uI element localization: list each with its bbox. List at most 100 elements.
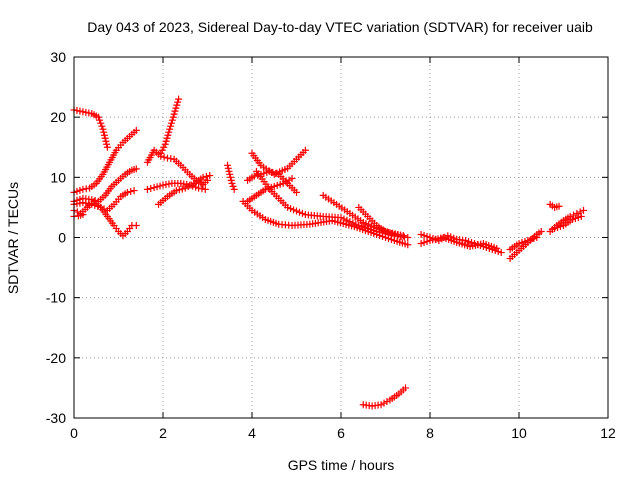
data-point	[537, 227, 545, 235]
data-point	[404, 234, 412, 241]
data-point	[103, 143, 111, 151]
data-point	[343, 216, 351, 224]
data-point	[224, 161, 232, 169]
data-point	[202, 172, 210, 180]
data-point	[163, 154, 171, 162]
data-point	[358, 222, 366, 230]
data-point	[554, 223, 562, 231]
data-point	[420, 239, 428, 247]
data-point	[172, 104, 180, 112]
data-point	[164, 131, 172, 139]
data-point	[497, 249, 505, 257]
x-axis-label: GPS time / hours	[288, 457, 395, 473]
y-tick-label: -20	[46, 350, 66, 366]
data-point	[150, 184, 158, 192]
data-point	[349, 219, 357, 227]
data-point	[462, 237, 470, 245]
data-point	[79, 185, 87, 193]
data-point	[226, 170, 234, 178]
data-point	[417, 240, 425, 248]
data-point	[226, 173, 234, 181]
data-point	[346, 218, 354, 226]
data-point	[298, 209, 306, 217]
data-point	[282, 178, 290, 186]
data-point	[423, 238, 431, 246]
data-series-s23	[506, 234, 541, 254]
data-point	[100, 128, 108, 136]
data-point	[158, 146, 166, 154]
data-point	[199, 173, 207, 181]
data-point	[340, 215, 348, 223]
data-point	[557, 222, 565, 230]
data-point	[161, 140, 169, 148]
data-point	[160, 143, 168, 151]
data-point	[82, 185, 90, 193]
data-point	[533, 234, 541, 241]
data-point	[165, 128, 173, 136]
data-point	[73, 200, 81, 208]
data-point	[156, 182, 164, 190]
data-point	[165, 180, 173, 188]
data-point	[355, 221, 363, 229]
data-point	[103, 140, 111, 148]
data-point	[94, 113, 102, 121]
data-point	[571, 214, 579, 222]
data-point	[195, 184, 203, 192]
x-tick-label: 10	[511, 425, 527, 441]
data-point	[101, 134, 109, 142]
data-point	[166, 125, 174, 133]
data-point	[402, 384, 410, 392]
data-series-s2	[70, 126, 140, 196]
data-point	[187, 181, 195, 189]
y-tick-label: 30	[50, 49, 66, 65]
data-point	[383, 398, 391, 406]
grid-layer	[74, 57, 608, 418]
data-point	[229, 182, 237, 190]
data-point	[79, 199, 87, 207]
data-point	[337, 214, 345, 222]
data-point	[79, 108, 87, 116]
data-point	[279, 179, 287, 187]
data-point	[287, 205, 295, 213]
data-point	[574, 213, 582, 221]
data-point	[468, 239, 476, 247]
data-point	[73, 107, 81, 115]
data-point	[169, 113, 177, 121]
data-point	[518, 239, 526, 247]
x-tick-label: 0	[70, 425, 78, 441]
data-point	[132, 221, 140, 229]
data-point	[382, 227, 389, 235]
x-tick-label: 6	[337, 425, 345, 441]
data-point	[174, 98, 182, 106]
data-series-s18	[355, 203, 407, 240]
data-point	[227, 176, 235, 184]
data-point	[399, 232, 407, 240]
data-point	[530, 235, 538, 243]
y-tick-label: -10	[46, 290, 66, 306]
data-series-s10	[155, 172, 214, 208]
data-point	[153, 183, 161, 191]
data-point	[225, 167, 233, 175]
data-point	[98, 122, 106, 130]
data-series-s15	[239, 197, 412, 249]
data-point	[79, 211, 87, 219]
data-series-s8	[143, 146, 211, 189]
data-point	[73, 187, 81, 195]
data-point	[230, 185, 238, 193]
data-point	[387, 229, 395, 237]
data-point	[172, 187, 180, 195]
data-point	[168, 116, 176, 124]
x-tick-label: 8	[426, 425, 434, 441]
data-point	[85, 109, 93, 117]
data-point	[192, 183, 200, 191]
data-point	[96, 116, 104, 124]
data-point	[175, 95, 183, 103]
data-point	[570, 211, 578, 219]
data-point	[162, 137, 170, 145]
data-point	[404, 241, 412, 249]
data-point	[177, 179, 185, 187]
data-point	[301, 146, 309, 154]
x-tick-label: 2	[159, 425, 167, 441]
data-layer	[70, 95, 588, 410]
